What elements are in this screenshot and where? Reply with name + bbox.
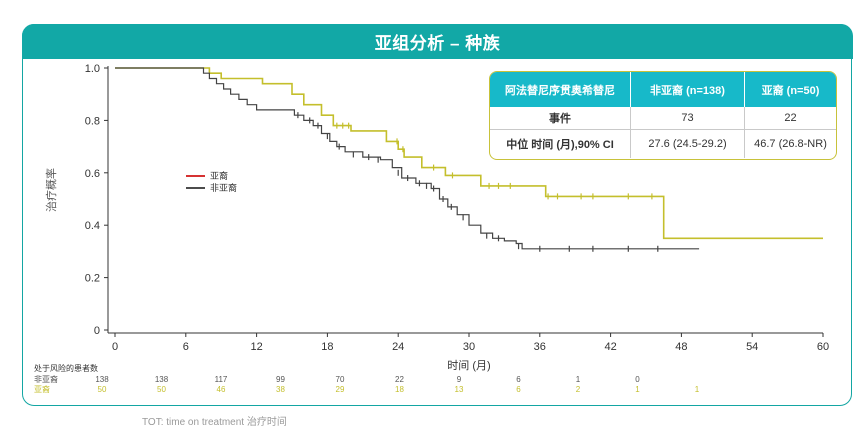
risk-value: 138 bbox=[95, 375, 109, 384]
legend-label-0: 亚裔 bbox=[210, 170, 228, 181]
footnote: TOT: time on treatment 治疗时间 bbox=[142, 417, 287, 428]
x-tick-label: 54 bbox=[746, 341, 758, 353]
risk-value: 6 bbox=[516, 375, 521, 384]
series-line-non-asian bbox=[115, 67, 700, 250]
risk-value: 29 bbox=[336, 385, 345, 394]
risk-value: 0 bbox=[635, 375, 640, 384]
title-bar: 亚组分析 – 种族 bbox=[22, 24, 853, 59]
stats-events-non-asian: 73 bbox=[631, 107, 745, 129]
stats-header-regimen: 阿法替尼序贯奥希替尼 bbox=[490, 72, 631, 107]
risk-value: 38 bbox=[276, 385, 285, 394]
risk-table-title: 处于风险的患者数 bbox=[34, 363, 98, 373]
risk-value: 1 bbox=[635, 385, 640, 394]
stats-events-asian: 22 bbox=[784, 112, 797, 124]
stats-events-label: 事件 bbox=[490, 107, 631, 129]
stats-table: 阿法替尼序贯奥希替尼 非亚裔 (n=138) 亚裔 (n=50) 事件 73 2… bbox=[489, 71, 837, 160]
stats-row-median: 中位 时间 (月),90% CI 27.6 (24.5-29.2) 46.7 (… bbox=[490, 130, 836, 158]
legend-label-1: 非亚裔 bbox=[210, 182, 237, 193]
series-line-asian bbox=[115, 67, 823, 240]
risk-value: 117 bbox=[215, 375, 228, 384]
stats-median-non-asian: 27.6 (24.5-29.2) bbox=[631, 130, 745, 158]
y-tick-label: 0.2 bbox=[85, 273, 100, 285]
x-tick-label: 6 bbox=[183, 341, 189, 353]
risk-value: 22 bbox=[395, 375, 404, 384]
risk-value: 50 bbox=[98, 385, 107, 394]
x-axis-label: 时间 (月) bbox=[447, 359, 490, 372]
x-tick-label: 0 bbox=[112, 341, 118, 353]
risk-value: 2 bbox=[576, 385, 581, 394]
x-tick-label: 60 bbox=[817, 341, 829, 353]
risk-row-label-0: 非亚裔 bbox=[34, 374, 58, 384]
y-tick-label: 0.6 bbox=[85, 168, 100, 180]
stats-header-non-asian: 非亚裔 (n=138) bbox=[631, 72, 745, 107]
risk-value: 46 bbox=[217, 385, 226, 394]
risk-value: 99 bbox=[276, 375, 285, 384]
y-tick-label: 1.0 bbox=[85, 63, 100, 75]
risk-row-label-1: 亚裔 bbox=[34, 384, 50, 394]
stats-median-asian: 46.7 (26.8-NR) bbox=[754, 138, 827, 150]
risk-value: 18 bbox=[395, 385, 404, 394]
y-tick-label: 0.8 bbox=[85, 115, 100, 127]
risk-value: 6 bbox=[516, 385, 521, 394]
stats-header-asian: 亚裔 (n=50) bbox=[761, 84, 820, 97]
chart-title: 亚组分析 – 种族 bbox=[374, 34, 501, 53]
x-tick-label: 12 bbox=[250, 341, 262, 353]
stats-row-events: 事件 73 22 bbox=[490, 107, 836, 130]
risk-value: 138 bbox=[155, 375, 169, 384]
x-tick-label: 36 bbox=[534, 341, 546, 353]
x-tick-label: 24 bbox=[392, 341, 404, 353]
stats-median-label: 中位 时间 (月),90% CI bbox=[490, 130, 631, 158]
x-tick-label: 18 bbox=[321, 341, 333, 353]
x-tick-label: 42 bbox=[604, 341, 616, 353]
y-tick-label: 0.4 bbox=[85, 220, 100, 232]
y-tick-label: 0 bbox=[94, 325, 100, 337]
risk-value: 50 bbox=[157, 385, 166, 394]
x-tick-label: 30 bbox=[463, 341, 475, 353]
risk-value: 13 bbox=[455, 385, 464, 394]
y-axis-label: 治疗概率 bbox=[44, 168, 58, 212]
risk-value: 70 bbox=[336, 375, 345, 384]
x-tick-label: 48 bbox=[675, 341, 687, 353]
risk-value: 9 bbox=[457, 375, 462, 384]
risk-value: 1 bbox=[576, 375, 581, 384]
risk-value: 1 bbox=[695, 385, 700, 394]
stats-header-row: 阿法替尼序贯奥希替尼 非亚裔 (n=138) 亚裔 (n=50) bbox=[490, 72, 836, 107]
